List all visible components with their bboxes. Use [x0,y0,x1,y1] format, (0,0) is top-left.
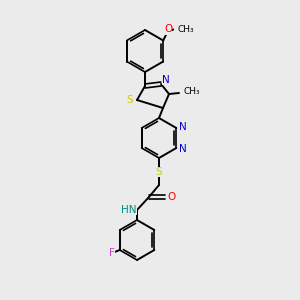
Text: N: N [179,122,187,132]
Text: S: S [156,167,162,177]
Text: HN: HN [121,205,137,215]
Text: N: N [162,75,170,85]
Text: N: N [179,144,187,154]
Text: CH₃: CH₃ [184,88,201,97]
Text: F: F [109,248,115,258]
Text: CH₃: CH₃ [177,25,194,34]
Text: O: O [164,25,172,34]
Text: O: O [167,192,175,202]
Text: S: S [127,95,133,105]
